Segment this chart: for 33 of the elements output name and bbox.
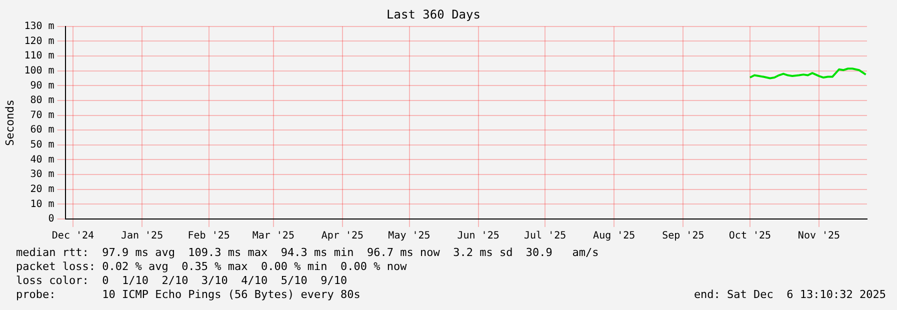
y-tick-label: 60 m: [30, 124, 54, 136]
y-tick-label: 0: [48, 214, 54, 225]
y-tick-label: 70 m: [30, 110, 54, 121]
y-tick-label: 90 m: [30, 80, 54, 92]
x-tick-label: Mar '25: [252, 230, 294, 242]
x-tick-label: Nov '25: [798, 230, 840, 242]
x-tick-label: Jul '25: [524, 230, 566, 242]
y-tick-label: 120 m: [24, 36, 54, 47]
y-tick-label: 10 m: [30, 198, 54, 210]
text: packet loss: 0.02 % avg 0.35 % max 0.00 % min 0.00 % now: [16, 260, 408, 274]
y-tick-label: 50 m: [30, 140, 54, 151]
y-tick-label: 40 m: [30, 154, 54, 166]
x-tick-label: Oct '25: [728, 230, 772, 242]
y-tick-label: 130 m: [24, 20, 54, 32]
x-tick-label: May '25: [388, 230, 430, 242]
x-tick-label: Jan '25: [120, 230, 164, 242]
x-tick-label: Dec '24: [52, 230, 94, 242]
y-tick-label: 80 m: [30, 95, 54, 106]
x-tick-label: Aug '25: [593, 230, 636, 242]
x-tick-label: Jun '25: [457, 230, 500, 242]
text: probe: 10 ICMP Echo Pings (56 Bytes) every 80s: [16, 288, 360, 301]
y-tick-label: 20 m: [30, 184, 54, 195]
y-tick-label: 30 m: [30, 169, 54, 180]
y-tick-label: 100 m: [24, 65, 54, 76]
text: median rtt: 97.9 ms avg 109.3 ms max 94.3 ms min 96.7 ms now 3.2 ms sd 30.9 am/s: [16, 246, 600, 260]
chart-title: Last 360 Days: [386, 7, 480, 22]
y-tick-label: 110 m: [24, 50, 54, 62]
x-tick-label: Feb '25: [188, 230, 230, 242]
y-axis-title: Seconds: [3, 100, 16, 146]
x-tick-label: Apr '25: [321, 230, 364, 242]
text: end: Sat Dec 6 13:10:32 2025: [694, 288, 886, 302]
x-tick-label: Sep '25: [662, 230, 704, 242]
text: loss color: 0 1/10 2/10 3/10 4/10 5/10 9/10: [16, 274, 348, 288]
